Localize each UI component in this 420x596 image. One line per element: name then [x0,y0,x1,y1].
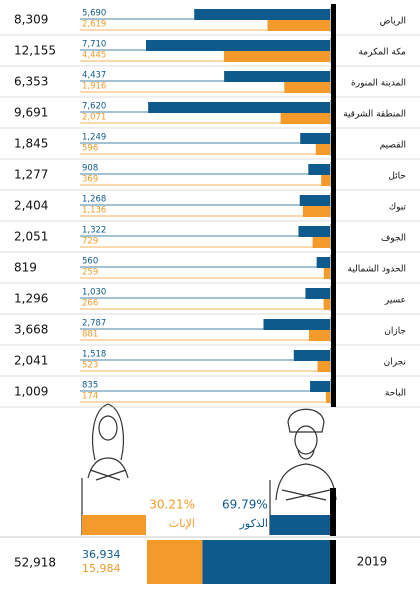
bar [223,51,330,62]
bar [321,175,330,186]
region-name: حائل [388,172,406,182]
bar [300,133,330,144]
grand-total: 52,918 [14,556,56,570]
bar [305,288,330,299]
male-total: 36,934 [82,548,121,561]
value-label: 1,268 [82,195,106,205]
region-name: نجران [384,358,406,368]
bar [316,257,330,268]
value-label: 1,136 [82,206,106,216]
bar [146,40,330,51]
bar [323,299,330,310]
region-total: 12,155 [14,44,56,58]
value-label: 174 [82,392,98,402]
summary-bar [147,540,203,584]
region-total: 1,277 [14,168,48,182]
bar [325,392,330,403]
value-label: 1,518 [82,350,106,360]
region-name: القصيم [380,141,406,151]
value-label: 881 [82,330,98,340]
region-total: 2,041 [14,354,48,368]
region-name: جازان [384,327,406,337]
bar [284,82,330,93]
bar [302,206,330,217]
region-total: 8,309 [14,13,48,27]
region-total: 1,296 [14,292,48,306]
value-label: 523 [82,361,98,371]
region-total: 2,404 [14,199,48,213]
region-name: الحدود الشمالية [348,265,407,275]
female-swatch [82,515,146,535]
bar [263,319,330,330]
summary-bar [202,540,330,584]
bar [312,237,330,248]
value-label: 560 [82,257,98,267]
value-label: 596 [82,144,98,154]
region-name: المنطقة الشرقية [343,110,406,120]
divider-bar [330,488,336,536]
value-label: 729 [82,237,98,247]
region-total: 3,668 [14,323,48,337]
value-label: 266 [82,299,98,309]
divider-bar [330,540,336,584]
region-name: الباحة [385,389,406,399]
bar [267,20,330,31]
value-label: 7,620 [82,102,106,112]
region-name: تبوك [389,203,407,213]
region-name: المدينة المنورة [351,79,406,89]
bar [308,330,330,341]
value-label: 2,787 [82,319,106,329]
region-total: 819 [14,261,37,275]
female-total: 15,984 [82,562,121,575]
male-share: 69.79% [222,498,268,512]
female-legend: الإناث [169,517,195,530]
value-label: 2,071 [82,113,106,123]
bar [317,361,330,372]
year: 2019 [357,555,388,569]
value-label: 1,322 [82,226,106,236]
bar [299,195,330,206]
male-legend: الذكور [239,517,268,530]
female-share: 30.21% [149,498,195,512]
region-total: 2,051 [14,230,48,244]
value-label: 369 [82,175,98,185]
male-swatch [270,515,332,535]
bar [310,381,330,392]
value-label: 7,710 [82,40,106,50]
bar [293,350,330,361]
value-label: 2,619 [82,20,106,30]
bar [323,268,330,279]
value-label: 835 [82,381,98,391]
region-name: مكة المكرمة [358,48,406,58]
region-name: الجوف [381,234,406,244]
value-label: 1,249 [82,133,106,143]
region-total: 6,353 [14,75,48,89]
region-name: عسير [384,296,406,306]
value-label: 1,030 [82,288,106,298]
value-label: 4,437 [82,71,106,81]
value-label: 259 [82,268,98,278]
bar [315,144,330,155]
region-name: الرياض [380,17,406,27]
region-total: 9,691 [14,106,48,120]
bar [298,226,330,237]
region-total: 1,009 [14,385,48,399]
value-label: 5,690 [82,9,106,19]
region-total: 1,845 [14,137,48,151]
divider-bar [331,4,336,407]
bar [194,9,330,20]
bar [308,164,330,175]
value-label: 4,445 [82,51,106,61]
bar [280,113,330,124]
bar [148,102,330,113]
bar [224,71,330,82]
value-label: 1,916 [82,82,106,92]
value-label: 908 [82,164,98,174]
